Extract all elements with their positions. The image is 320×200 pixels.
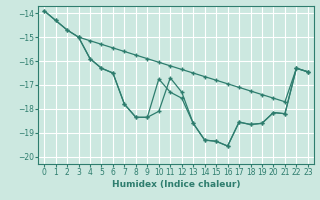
X-axis label: Humidex (Indice chaleur): Humidex (Indice chaleur) bbox=[112, 180, 240, 189]
